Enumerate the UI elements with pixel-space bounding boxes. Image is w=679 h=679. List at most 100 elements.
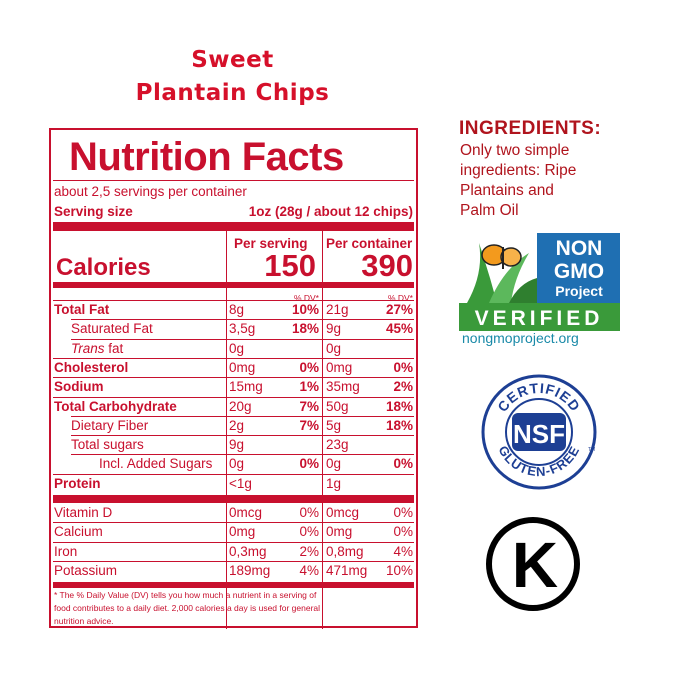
calories-per-container: 390 [361, 248, 413, 283]
thick-divider [53, 222, 414, 231]
serving-dv: 10% [291, 302, 319, 317]
nutrient-name: Dietary Fiber [71, 417, 149, 433]
vitamin-name: Calcium [54, 524, 103, 540]
serving-amount: 15mg [229, 379, 263, 395]
ingredients-line: ingredients: Ripe [460, 162, 577, 179]
nsf-tm: TM [588, 447, 595, 453]
row-divider [53, 396, 414, 398]
per-container-header: Per container [326, 236, 413, 251]
nutrient-name: Trans fat [71, 340, 124, 356]
ingredients-line: Plantains and [460, 182, 554, 199]
container-amount: 0mg [326, 359, 353, 375]
serving-dv: 4% [299, 562, 319, 578]
ingredients-line: Palm Oil [460, 202, 519, 219]
container-amount: 23g [326, 437, 349, 453]
nongmo-non-text: NON [556, 237, 603, 260]
row-divider [53, 377, 414, 379]
product-title-line1: Sweet [191, 47, 274, 73]
verified-bar [459, 303, 620, 331]
container-amount: 35mg [326, 379, 360, 395]
nutrient-name: Total Carbohydrate [54, 398, 177, 414]
nutrient-name: Protein [54, 475, 101, 491]
nsf-center-box [512, 413, 566, 451]
container-amount: 0g [326, 456, 342, 472]
nongmo-project-text: Project [555, 283, 603, 299]
container-amount: 0mcg [326, 505, 360, 520]
nsf-logo-text: NSF [513, 419, 565, 449]
vitamin-name: Iron [54, 543, 78, 559]
container-amount: 21g [326, 302, 349, 317]
container-dv: 27% [385, 302, 413, 317]
kosher-k-symbol: K [486, 517, 580, 611]
serving-dv: 0% [299, 359, 319, 375]
nutrient-name: Cholesterol [54, 359, 129, 375]
serving-amount: 0mcg [229, 505, 263, 520]
calories-per-serving: 150 [264, 248, 316, 283]
per-serving-header: Per serving [234, 236, 308, 251]
product-title-line2: Plantain Chips [135, 80, 330, 106]
row-divider [53, 560, 414, 562]
serving-amount: 2g [229, 417, 245, 433]
serving-size-label: Serving size [54, 204, 133, 219]
row-divider [53, 357, 414, 359]
vitamin-name: Potassium [54, 562, 118, 578]
container-dv: 10% [385, 562, 413, 578]
container-dv: 0% [393, 456, 413, 472]
container-dv: 4% [393, 543, 413, 559]
container-amount: 0mg [326, 524, 353, 540]
serving-amount: 0mg [229, 359, 256, 375]
nutrient-name: Sodium [54, 379, 104, 395]
ingredients-text: Only two simple ingredients: Ripe Planta… [460, 141, 620, 221]
container-dv: 2% [393, 379, 413, 395]
medium-divider [53, 582, 414, 589]
footnote-line1: * The % Daily Value (DV) tells you how m… [54, 590, 317, 600]
container-dv: 45% [385, 321, 413, 337]
dv-header-container: % DV* [387, 293, 413, 303]
serving-amount: 0g [229, 340, 245, 356]
row-divider [71, 319, 414, 321]
row-divider [71, 415, 414, 417]
serving-dv: 18% [291, 321, 319, 337]
serving-dv: 0% [299, 505, 319, 520]
container-amount: 5g [326, 417, 342, 433]
serving-amount: 0,3mg [229, 543, 267, 559]
container-dv: 0% [393, 359, 413, 375]
nutrient-name: Total Fat [54, 302, 110, 317]
row-divider [53, 522, 414, 524]
nongmo-gmo-text: GMO [554, 260, 604, 283]
serving-amount: 3,5g [229, 321, 256, 337]
calories-label: Calories [56, 254, 151, 281]
nutrition-facts-panel: Nutrition Facts about 2,5 servings per c… [49, 128, 418, 629]
nutrient-name: Total sugars [71, 437, 144, 453]
kosher-k-letter: K [512, 529, 558, 601]
row-divider [71, 435, 414, 437]
serving-amount: 189mg [229, 562, 271, 578]
serving-size-value: 1oz (28g / about 12 chips) [248, 204, 413, 219]
footnote-line2: food contributes to a daily diet. 2,000 … [54, 603, 321, 613]
container-amount: 50g [326, 398, 349, 414]
serving-amount: 20g [229, 398, 252, 414]
column-divider [322, 231, 323, 629]
vitamin-name: Vitamin D [54, 505, 113, 520]
nutrient-name-italic: Trans [71, 340, 105, 356]
container-amount: 471mg [326, 562, 368, 578]
serving-amount: 8g [229, 302, 245, 317]
serving-amount: 0mg [229, 524, 256, 540]
container-dv: 18% [385, 417, 413, 433]
serving-dv: 7% [299, 398, 319, 414]
serving-amount: 9g [229, 437, 245, 453]
row-divider [71, 338, 414, 340]
serving-dv: 0% [299, 524, 319, 540]
non-gmo-blue-panel [537, 233, 620, 303]
serving-amount: 0g [229, 456, 245, 472]
container-amount: 9g [326, 321, 342, 337]
container-amount: 0,8mg [326, 543, 364, 559]
ingredients-title: INGREDIENTS: [459, 118, 602, 139]
butterfly-icon [481, 244, 522, 269]
row-divider [53, 541, 414, 543]
non-gmo-project-logo: NON GMO Project VERIFIED [459, 233, 620, 331]
nongmo-verified-text: VERIFIED [475, 307, 604, 330]
container-dv: 18% [385, 398, 413, 414]
divider [53, 180, 414, 181]
row-divider [71, 454, 414, 456]
